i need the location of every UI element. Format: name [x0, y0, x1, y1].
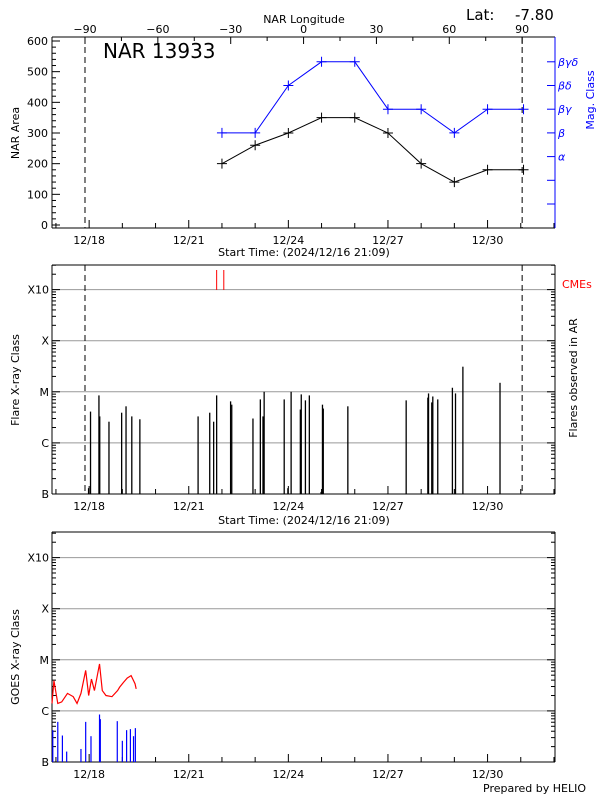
mag-class-tick-label: β — [557, 127, 565, 140]
mag-class-point — [449, 127, 460, 138]
x-tick-label: 12/30 — [472, 234, 504, 247]
area-point — [250, 140, 261, 151]
y-axis-label-3: GOES X-ray Class — [9, 609, 22, 705]
mag-class-point — [283, 80, 294, 91]
area-point — [518, 164, 529, 175]
nar-title: NAR 13933 — [103, 39, 216, 63]
x-tick-label: 12/27 — [372, 500, 404, 513]
class-tick-label: M — [40, 386, 50, 399]
area-point — [482, 164, 493, 175]
longitude-tick-label: 60 — [442, 23, 456, 36]
area-point — [349, 112, 360, 123]
x-tick-label: 12/30 — [472, 500, 504, 513]
longitude-tick-label: 0 — [300, 23, 307, 36]
longitude-tick-label: −90 — [73, 23, 96, 36]
class-tick-label: B — [41, 756, 49, 769]
x-tick-label: 12/24 — [273, 234, 305, 247]
x-tick-label: 12/27 — [372, 234, 404, 247]
y-tick-label: 200 — [27, 158, 48, 171]
class-tick-label: M — [40, 654, 50, 667]
x-axis-label-2: Start Time: (2024/12/16 21:09) — [218, 514, 390, 527]
mag-class-tick-label: α — [558, 151, 566, 164]
area-point — [216, 158, 227, 169]
x-tick-label: 12/21 — [173, 234, 205, 247]
mag-class-point — [382, 104, 393, 115]
class-tick-label: C — [41, 437, 49, 450]
class-tick-label: X10 — [27, 552, 49, 565]
mag-class-tick-label: βδ — [557, 80, 572, 93]
area-point — [283, 128, 294, 138]
nar-area-panel: 12/18 12/21 12/24 12/27 12/30010020030040050… — [27, 23, 579, 247]
goes-long-line — [51, 663, 137, 705]
x-tick-label: 12/21 — [173, 768, 205, 781]
area-point — [416, 158, 427, 169]
class-tick-label: X — [41, 335, 49, 348]
area-point — [382, 128, 393, 138]
x-tick-label: 12/24 — [273, 768, 305, 781]
x-axis-label-1: Start Time: (2024/12/16 21:09) — [218, 246, 390, 259]
mag-class-point — [216, 127, 227, 138]
mag-class-point — [482, 104, 493, 115]
longitude-tick-label: −30 — [219, 23, 242, 36]
lat-label: Lat: — [466, 6, 494, 24]
goes-panel: 12/18 12/21 12/24 12/27 12/30 B C M X X10 — [27, 531, 556, 781]
y-axis-label-1: NAR Area — [9, 107, 22, 159]
y2-axis-label-1: Mag. Class — [584, 70, 597, 129]
class-tick-label: C — [41, 705, 49, 718]
top-axis-label: NAR Longitude — [263, 13, 345, 26]
x-tick-label: 12/18 — [73, 768, 105, 781]
area-point — [316, 112, 327, 123]
cme-label: CMEs — [562, 278, 592, 291]
class-tick-label: B — [41, 488, 49, 501]
x-tick-label: 12/18 — [73, 234, 105, 247]
mag-class-point — [250, 127, 261, 138]
x-tick-label: 12/24 — [273, 500, 305, 513]
mag-class-point — [416, 104, 427, 115]
y-tick-label: 500 — [27, 66, 48, 79]
area-line — [221, 117, 524, 183]
class-tick-label: X10 — [27, 284, 49, 297]
footer-credit: Prepared by HELIO — [483, 782, 586, 795]
mag-class-tick-label: βγδ — [557, 56, 579, 69]
y-tick-label: 100 — [27, 188, 48, 201]
y-tick-label: 0 — [41, 219, 48, 232]
longitude-tick-label: 90 — [515, 23, 529, 36]
x-tick-label: 12/21 — [173, 500, 205, 513]
x-tick-label: 12/30 — [472, 768, 504, 781]
mag-class-tick-label: βγ — [557, 103, 572, 116]
class-tick-label: X — [41, 603, 49, 616]
y2-axis-label-2: Flares observed in AR — [567, 318, 580, 438]
flare-panel: 12/18 12/21 12/24 12/27 12/30 B C M X X10 — [27, 264, 556, 513]
longitude-tick-label: 30 — [369, 23, 383, 36]
mag-class-point — [349, 56, 360, 67]
x-tick-label: 12/18 — [73, 500, 105, 513]
y-tick-label: 400 — [27, 96, 48, 109]
mag-class-point — [518, 104, 529, 115]
y-tick-label: 600 — [27, 35, 48, 48]
lat-value: -7.80 — [515, 6, 554, 24]
mag-class-line — [221, 61, 524, 134]
y-tick-label: 300 — [27, 127, 48, 140]
area-point — [449, 177, 460, 188]
longitude-tick-label: −60 — [146, 23, 169, 36]
x-tick-label: 12/27 — [372, 768, 404, 781]
y-axis-label-2: Flare X-ray Class — [9, 334, 22, 426]
mag-class-point — [316, 56, 327, 67]
